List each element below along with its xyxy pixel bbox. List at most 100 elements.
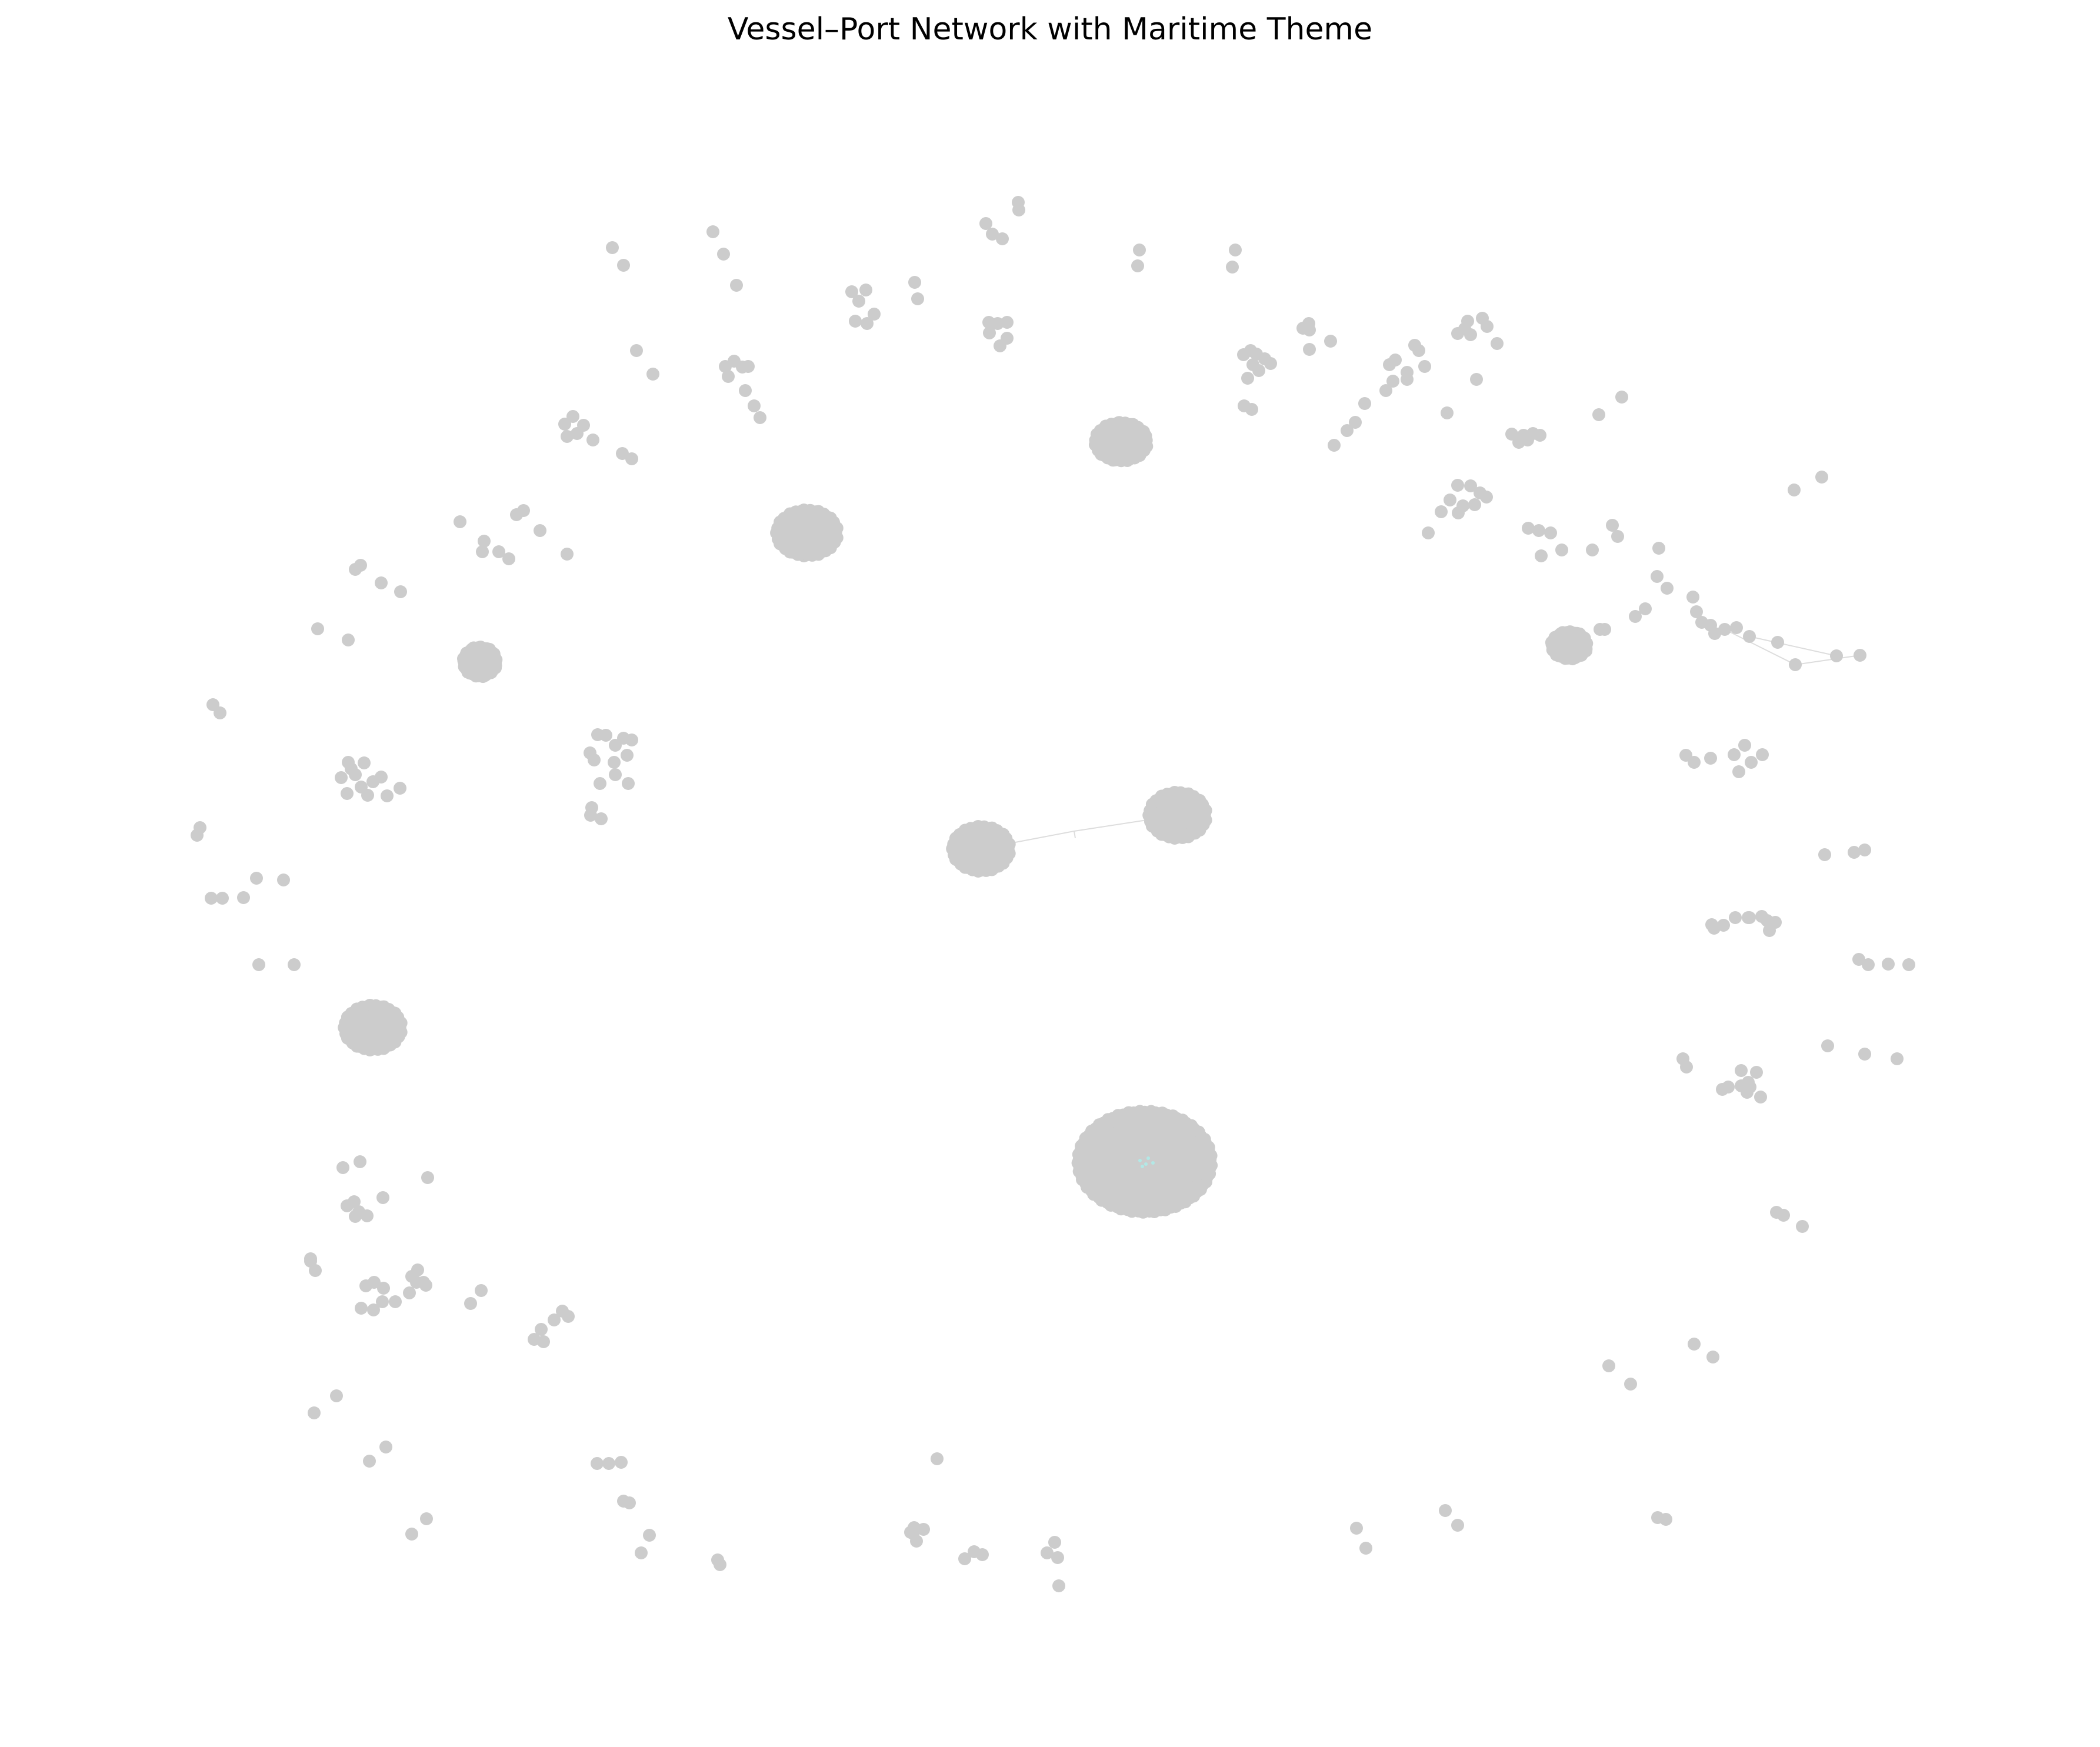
figure-title: Vessel–Port Network with Maritime Theme [727,12,1373,47]
vessel-node [986,228,999,241]
hub-node [1580,636,1594,650]
vessel-node [375,576,388,589]
vessel-node [394,782,406,795]
vessel-node [1422,526,1435,539]
vessel-node [194,821,206,834]
vessel-node [646,368,659,381]
vessel-node [1729,911,1742,924]
vessel-node [562,1310,575,1323]
vessel-node [1602,1359,1615,1372]
vessel-node [348,1195,361,1208]
vessel-node [635,1546,648,1559]
vessel-node [742,360,755,373]
vessel-node [1615,391,1628,404]
vessel-node [991,317,1004,330]
vessel-node [621,749,634,762]
vessel-node [1718,623,1731,636]
vessel-node [377,1282,390,1295]
vessel-node [1902,958,1915,971]
vessel-node [625,734,638,746]
vessel-node [1708,627,1721,640]
vessel-node [394,585,407,598]
vessel-node [917,1523,930,1536]
vessel-node [591,1457,604,1470]
hub-highlight-mark [1141,1165,1144,1168]
vessel-node [1735,1064,1748,1077]
vessel-node [1728,748,1741,761]
vessel-node [1435,505,1448,518]
vessel-node [419,1279,432,1292]
vessel-node [464,1297,477,1310]
vessel-node [537,1335,550,1348]
vessel-node [609,768,622,781]
hub-node [1001,841,1015,854]
edge [1795,655,1861,665]
vessel-node [1526,427,1539,440]
vessel-node [571,427,584,440]
vessel-node [1680,1061,1693,1073]
vessel-node [911,292,924,305]
vessel-node [591,728,604,741]
vessel-node [288,958,301,971]
vessel-node [361,1209,374,1222]
hub-core [1079,1111,1211,1212]
vessel-node [405,1528,418,1541]
vessel-node [625,452,638,465]
vessel-node [363,1455,376,1468]
vessel-node [454,515,466,528]
vessel-node [1796,1220,1809,1233]
vessel-node [584,809,597,822]
vessel-node [358,756,371,769]
vessel-node [1730,621,1743,634]
vessel-node [1452,506,1465,519]
vessel-node [616,447,629,460]
vessel-node [1418,360,1431,373]
vessel-node [748,399,761,412]
vessel-node [996,232,1009,245]
vessel-node [517,504,530,517]
vessel-node [361,789,374,802]
vessel-node [908,276,921,289]
vessel-node [1706,1351,1719,1363]
vessel-node [1586,544,1599,556]
nodes-layer [191,196,1915,1592]
vessel-node [1882,958,1895,971]
vessel-node [237,891,250,904]
vessel-node [1451,1519,1464,1532]
hub-node [829,525,842,538]
vessel-node [739,384,752,397]
vessel-node [1830,649,1843,662]
vessel-node [643,1529,656,1542]
vessel-node [1606,519,1619,532]
vessel-node [1818,848,1831,861]
vessel-node [1732,765,1745,778]
vessel-node [1464,328,1477,341]
vessel-node [1245,403,1258,416]
hub-node [1198,807,1211,821]
vessel-node [595,812,608,825]
vessel-node [1389,354,1402,366]
vessel-node [478,535,491,548]
vessel-node [1788,484,1801,496]
vessel-node [1131,259,1144,272]
vessel-node [277,874,290,886]
vessel-node [1744,1081,1756,1093]
vessel-node [1789,658,1802,671]
vessel-node [1858,844,1871,856]
vessel-node [859,284,872,296]
vessel-node [849,315,862,328]
vessel-node [355,1302,368,1315]
vessel-node [630,344,643,357]
hub-node [1139,434,1153,447]
vessel-node [1592,408,1605,421]
vessel-node [566,410,579,423]
vessel-node [617,259,630,272]
vessel-node [730,279,743,292]
vessel-node [586,434,599,446]
vessel-node [381,789,394,802]
vessel-node [1738,739,1751,752]
vessel-node [622,777,635,790]
hub-highlight-mark [1146,1156,1150,1160]
vessel-node [968,1545,981,1558]
vessel-node [1745,756,1758,769]
